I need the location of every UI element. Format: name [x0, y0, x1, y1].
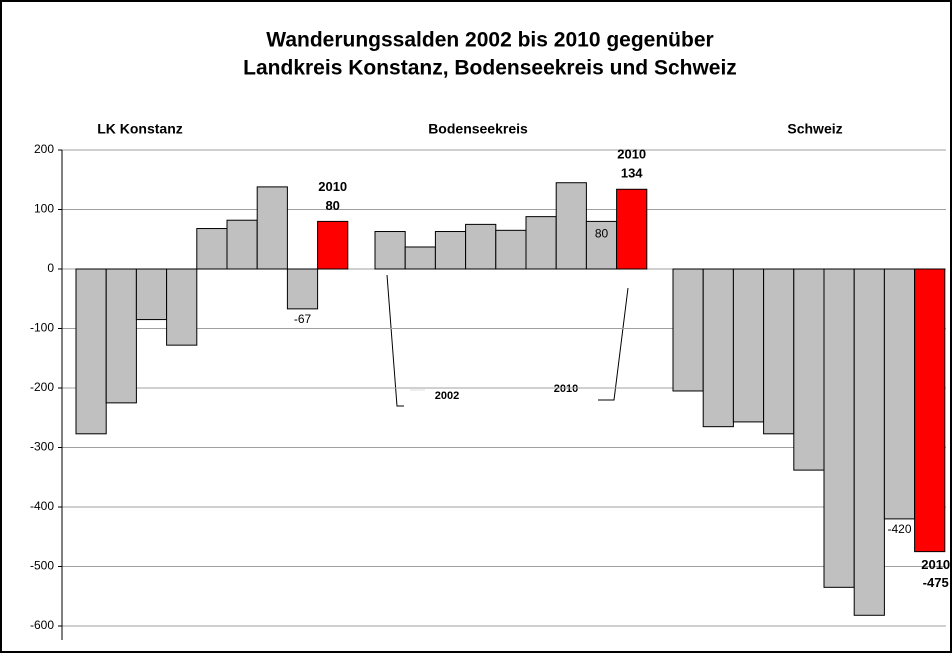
- bar: [404, 246, 436, 270]
- y-tick-label: 100: [34, 202, 54, 216]
- bar: [853, 268, 885, 616]
- bar: [286, 268, 319, 310]
- bar: [585, 220, 618, 270]
- bar: [374, 231, 406, 270]
- bar: [732, 268, 765, 423]
- y-tick-label: -300: [30, 440, 54, 454]
- bar: [256, 186, 288, 270]
- leader-line: [598, 287, 629, 401]
- annotation: 2010: [617, 147, 646, 162]
- bar: [317, 220, 349, 270]
- bar: [226, 219, 258, 270]
- y-tick-label: -500: [30, 559, 54, 573]
- chart-title: Landkreis Konstanz, Bodenseekreis und Sc…: [243, 57, 737, 80]
- value-label: -67: [294, 312, 312, 326]
- annotation: 2010: [554, 383, 578, 395]
- group-label: LK Konstanz: [97, 121, 183, 137]
- annotation: 2002: [435, 390, 459, 402]
- bar: [166, 268, 198, 346]
- bar: [914, 268, 946, 553]
- y-tick-label: -400: [30, 499, 54, 513]
- bar: [135, 268, 168, 321]
- value-label: 80: [595, 227, 609, 241]
- bar: [525, 216, 557, 270]
- bar: [465, 223, 497, 270]
- bar: [495, 229, 527, 270]
- bar: [196, 228, 228, 270]
- annotation: 2010: [318, 179, 347, 194]
- bar: [823, 268, 855, 588]
- bar: [434, 231, 467, 270]
- y-tick-label: -600: [30, 618, 54, 632]
- leader-line: [386, 274, 404, 407]
- value-label: -420: [887, 522, 911, 536]
- group-label: Bodenseekreis: [428, 121, 528, 137]
- value-label: 134: [621, 166, 643, 181]
- chart-title: Wanderungssalden 2002 bis 2010 gegenüber: [266, 29, 713, 52]
- bar: [672, 268, 704, 392]
- bar: [883, 268, 916, 520]
- bar: [702, 268, 734, 428]
- bar: [616, 188, 648, 270]
- annotation: 2010: [921, 557, 950, 572]
- value-label: -475: [923, 575, 949, 590]
- value-label: 80: [325, 198, 339, 213]
- bar: [793, 268, 825, 471]
- group-label: Schweiz: [787, 121, 842, 137]
- bar: [555, 182, 587, 270]
- bar: [763, 268, 795, 435]
- y-tick-label: -100: [30, 321, 54, 335]
- y-tick-label: -200: [30, 380, 54, 394]
- bar: [75, 268, 107, 435]
- bar: [105, 268, 137, 404]
- y-tick-label: 200: [34, 142, 54, 156]
- y-tick-label: 0: [47, 261, 54, 275]
